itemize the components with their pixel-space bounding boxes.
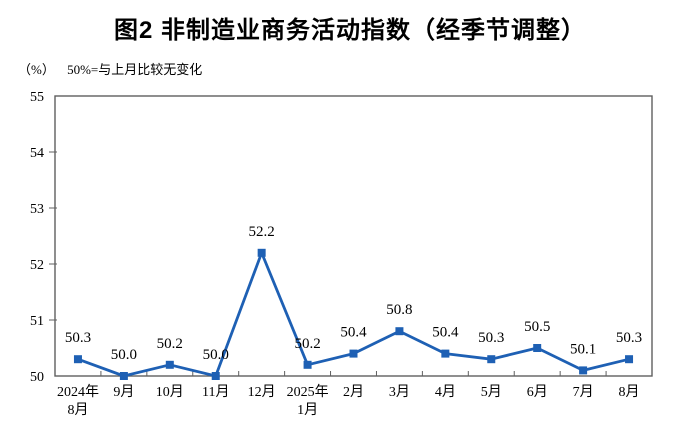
- data-point-label: 50.2: [157, 336, 183, 352]
- x-axis-label: 8月: [67, 402, 88, 418]
- data-point-label: 50.3: [478, 330, 504, 346]
- y-axis-label: 51: [30, 314, 44, 329]
- x-axis-label: 4月: [435, 384, 456, 400]
- x-axis-label: 2月: [343, 384, 364, 400]
- y-axis-label: 50: [30, 370, 44, 385]
- y-axis-label: 55: [30, 90, 44, 105]
- data-point-marker: [395, 327, 404, 336]
- data-point-marker: [73, 355, 82, 364]
- data-point-label: 50.0: [203, 347, 229, 363]
- x-axis-label: 10月: [156, 384, 184, 400]
- data-point-label: 50.4: [432, 325, 459, 341]
- data-point-marker: [257, 248, 266, 257]
- x-axis-label: 1月: [297, 402, 318, 418]
- data-point-marker: [487, 355, 496, 364]
- x-axis-label: 12月: [248, 384, 276, 400]
- data-point-label: 50.0: [111, 347, 137, 363]
- data-point-marker: [533, 344, 542, 352]
- data-point-label: 50.1: [570, 341, 596, 357]
- y-axis-unit-label: （%）: [18, 62, 55, 77]
- data-point-marker: [625, 355, 634, 364]
- data-point-marker: [211, 372, 220, 380]
- x-axis-label: 8月: [619, 384, 640, 400]
- y-axis-label: 54: [30, 146, 44, 161]
- figure-title: 图2 非制造业商务活动指数（经季节调整）: [113, 17, 586, 44]
- x-axis-label: 3月: [389, 384, 410, 400]
- x-axis-label: 5月: [481, 384, 502, 400]
- reference-note: 50%=与上月比较无变化: [67, 62, 203, 77]
- x-axis-label: 6月: [527, 384, 548, 400]
- data-point-marker: [303, 360, 312, 369]
- data-point-label: 50.4: [340, 325, 367, 341]
- data-point-label: 50.2: [294, 336, 320, 352]
- y-axis-label: 52: [30, 258, 44, 273]
- x-axis-label: 9月: [113, 384, 134, 400]
- data-point-marker: [165, 360, 174, 369]
- data-point-marker: [119, 372, 128, 380]
- data-point-label: 50.3: [616, 330, 642, 346]
- y-axis-label: 53: [30, 202, 44, 217]
- data-point-marker: [579, 366, 588, 375]
- x-axis-label: 7月: [573, 384, 594, 400]
- data-point-label: 50.8: [386, 302, 412, 318]
- x-axis-label: 2025年: [287, 384, 329, 400]
- data-point-marker: [441, 349, 450, 358]
- figure-subtitle: （%） 50%=与上月比较无变化: [18, 59, 202, 78]
- x-axis-label: 2024年: [57, 384, 99, 400]
- x-axis-label: 11月: [202, 384, 229, 400]
- data-point-marker: [349, 349, 358, 358]
- data-point-label: 50.5: [524, 319, 550, 335]
- data-point-label: 50.3: [65, 330, 91, 346]
- data-point-label: 52.2: [249, 224, 275, 240]
- plot-border: [54, 95, 653, 377]
